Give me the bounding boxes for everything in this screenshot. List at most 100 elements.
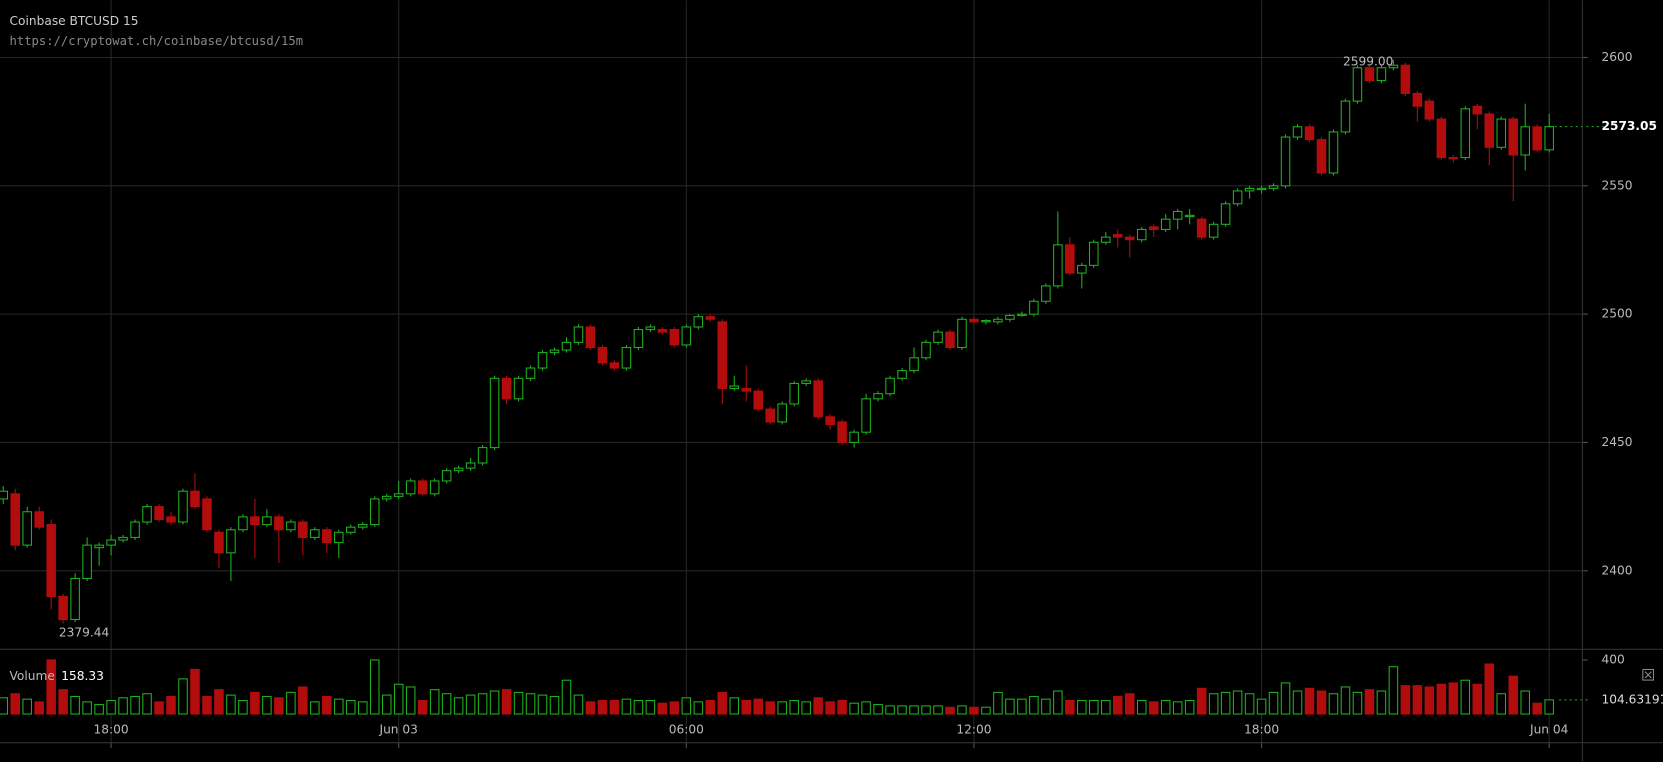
candle-body <box>1160 218 1171 230</box>
candle-body <box>202 498 212 531</box>
candle-body <box>1089 241 1099 266</box>
volume-bar <box>1316 690 1327 715</box>
volume-bar <box>1172 701 1183 715</box>
volume-bar <box>765 701 775 715</box>
candle-body <box>861 398 871 433</box>
volume-bar <box>226 694 236 715</box>
volume-bar <box>178 678 188 715</box>
volume-bar <box>1364 689 1375 715</box>
volume-bar <box>573 694 584 715</box>
candle-body <box>621 346 632 369</box>
candle-body <box>753 390 764 410</box>
volume-bar <box>945 706 955 715</box>
candle-body <box>1340 100 1351 133</box>
candle-body <box>1280 136 1291 187</box>
candle-body <box>909 357 919 372</box>
candle-body <box>226 529 236 554</box>
candle-body <box>513 377 524 400</box>
volume-bar <box>58 689 68 715</box>
volume-bar <box>873 704 883 715</box>
volume-bar <box>1484 663 1495 715</box>
volume-bar <box>969 706 979 715</box>
volume-bar <box>501 689 512 715</box>
candle-body <box>262 516 272 526</box>
volume-bar <box>1077 699 1087 715</box>
volume-bar <box>417 699 428 715</box>
candle-body <box>645 326 656 331</box>
volume-bar <box>381 694 392 715</box>
candle-body <box>334 531 344 544</box>
candle-body <box>22 511 32 546</box>
volume-bar <box>334 698 344 715</box>
candle-body <box>1304 126 1315 141</box>
candle-body <box>142 506 152 523</box>
volume-bar <box>1065 699 1075 715</box>
candle-body <box>1220 203 1231 225</box>
volume-bar <box>1124 693 1135 715</box>
candle-body <box>669 329 680 346</box>
volume-bar <box>405 686 416 715</box>
candle-body <box>1041 285 1051 302</box>
candle-body <box>1316 139 1327 174</box>
candle-body <box>789 382 799 405</box>
close-cross[interactable] <box>1644 671 1652 679</box>
volume-bar <box>1160 699 1171 715</box>
candle-body <box>957 318 967 349</box>
candle-body <box>1065 244 1075 274</box>
volume-bar <box>561 679 572 715</box>
volume-bar <box>250 691 260 715</box>
candle-body <box>1352 67 1363 102</box>
volume-bar <box>1520 690 1531 715</box>
volume-bar <box>1196 687 1207 715</box>
candle-body <box>10 493 20 546</box>
candle-body <box>1292 126 1303 138</box>
volume-bar <box>118 697 128 715</box>
close-panel-button[interactable] <box>1642 668 1654 681</box>
candle-body <box>561 341 572 351</box>
candle-body <box>1460 108 1471 159</box>
candle-body <box>310 529 320 538</box>
candle-body <box>58 595 68 621</box>
volume-bar <box>465 694 476 715</box>
volume-bar <box>22 698 32 715</box>
candle-body <box>1148 226 1159 230</box>
candle-body <box>573 326 584 343</box>
volume-bar <box>1232 690 1243 715</box>
candle-body <box>693 316 704 328</box>
candle-body <box>813 380 823 418</box>
candle-body <box>238 516 248 531</box>
source-url[interactable]: https://cryptowat.ch/coinbase/btcusd/15m <box>10 34 304 48</box>
volume-bar <box>429 689 440 715</box>
volume-bar <box>10 693 20 715</box>
marks-layer <box>0 60 1604 715</box>
volume-bar <box>1436 683 1447 715</box>
candle-body <box>897 370 907 379</box>
candle-body <box>1532 126 1542 151</box>
candle-body <box>393 493 404 497</box>
volume-label: Volume <box>10 668 55 682</box>
candle-body <box>1544 126 1554 151</box>
candle-body <box>945 331 955 349</box>
candle-body <box>405 480 416 495</box>
volume-bar <box>1136 699 1147 715</box>
candle-body <box>1029 300 1039 315</box>
close-box[interactable] <box>1642 668 1654 681</box>
volume-bar <box>1220 691 1231 715</box>
volume-bar <box>861 701 871 715</box>
candle-body <box>585 326 596 349</box>
volume-bar <box>705 699 716 715</box>
volume-bar <box>729 697 740 715</box>
volume-bar <box>346 699 356 715</box>
candle-body <box>1196 218 1207 238</box>
volume-title: Volume 158.33 <box>10 668 104 682</box>
volume-bar <box>441 693 452 715</box>
volume-bar <box>1352 691 1363 715</box>
candle-body <box>681 326 692 346</box>
candle-body <box>981 320 991 323</box>
candle-body <box>1172 210 1183 220</box>
candle-body <box>729 385 740 390</box>
volume-bar <box>262 695 272 715</box>
volume-bar <box>286 691 296 715</box>
